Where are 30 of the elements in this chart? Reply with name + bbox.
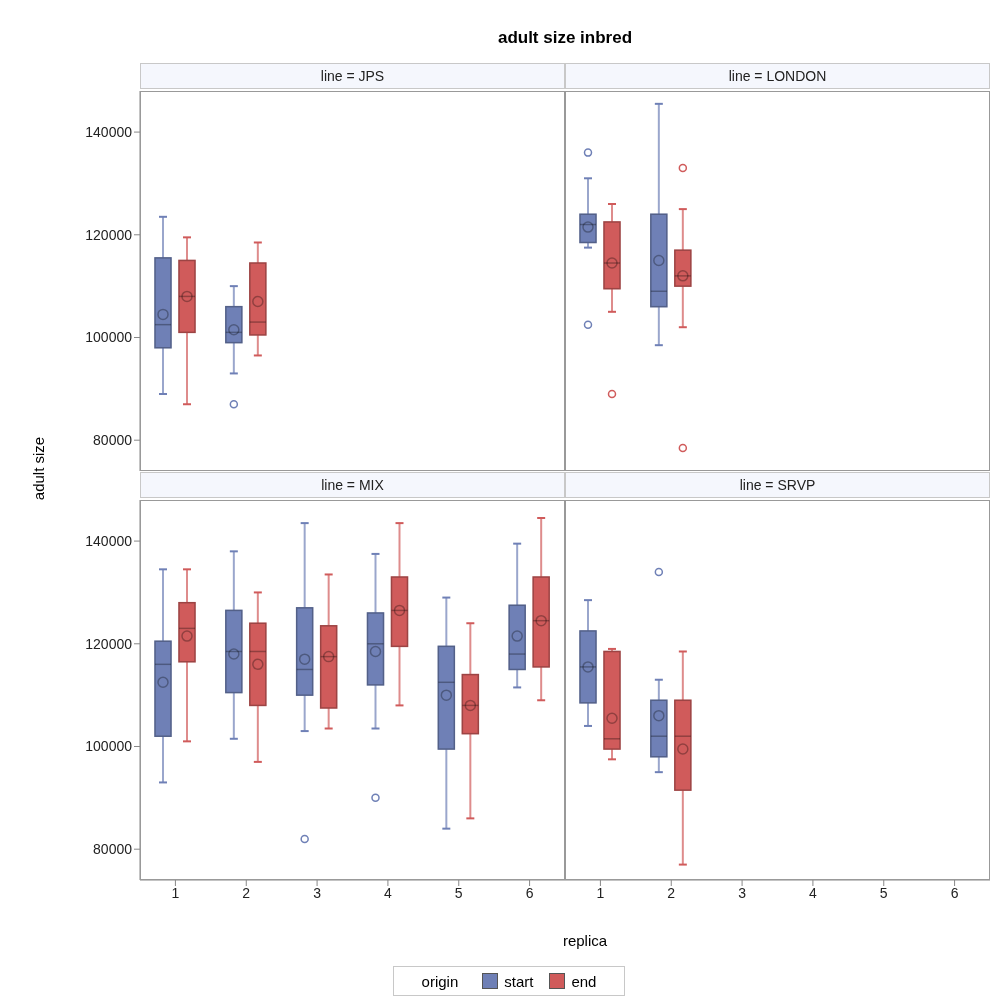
y-tick-label: 100000 xyxy=(85,329,133,346)
x-tick-label: 5 xyxy=(454,884,463,901)
legend-label: start xyxy=(504,972,534,990)
y-tick-label: 140000 xyxy=(85,533,133,550)
y-tick-label: 140000 xyxy=(85,124,133,141)
x-tick-label: 4 xyxy=(384,884,393,901)
x-axis-title: replica xyxy=(561,932,609,949)
x-tick-label: 5 xyxy=(879,884,888,901)
x-tick-label: 1 xyxy=(171,884,180,901)
y-tick-label: 100000 xyxy=(85,738,133,755)
chart-subtitle: line = JPS xyxy=(140,63,565,89)
legend-title: origin xyxy=(421,972,459,990)
x-tick-label: 1 xyxy=(596,884,605,901)
x-tick-label: 6 xyxy=(950,884,959,901)
x-tick-label: 3 xyxy=(313,884,322,901)
chart-title: adult size inbred xyxy=(496,28,634,48)
x-tick-label: 2 xyxy=(242,884,251,901)
y-tick-label: 80000 xyxy=(93,841,133,858)
chart-subtitle: line = LONDON xyxy=(565,63,990,89)
x-tick-label: 4 xyxy=(809,884,818,901)
x-tick-label: 3 xyxy=(738,884,747,901)
y-tick-label: 120000 xyxy=(85,226,133,243)
x-tick-label: 2 xyxy=(667,884,676,901)
chart-subtitle: line = SRVP xyxy=(565,472,990,498)
y-axis-title: adult size xyxy=(29,435,47,503)
y-tick-label: 80000 xyxy=(93,432,133,449)
chart-subtitle: line = MIX xyxy=(140,472,565,498)
x-tick-label: 6 xyxy=(525,884,534,901)
legend-label: end xyxy=(571,972,597,990)
y-tick-label: 120000 xyxy=(85,635,133,652)
